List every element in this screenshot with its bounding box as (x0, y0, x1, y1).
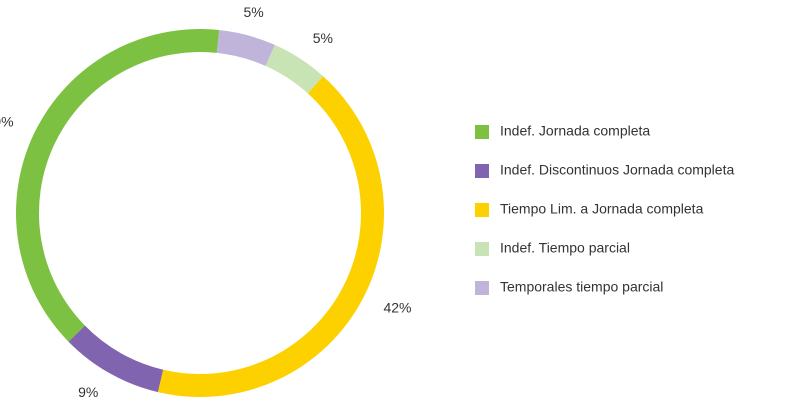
legend-swatch (475, 125, 489, 139)
legend-label: Indef. Jornada completa (500, 123, 650, 139)
legend-swatch (475, 281, 489, 295)
legend-swatch (475, 164, 489, 178)
legend-swatch (475, 203, 489, 217)
data-label: 5% (243, 4, 263, 20)
legend-label: Indef. Discontinuos Jornada completa (500, 162, 734, 178)
legend-swatch (475, 242, 489, 256)
donut-segment (15, 28, 220, 342)
donut-segment (157, 76, 385, 398)
donut-segment (265, 44, 324, 94)
legend-label: Indef. Tiempo parcial (500, 240, 630, 256)
data-label: 42% (383, 300, 411, 316)
data-label: 9% (78, 384, 98, 400)
data-label: 39% (0, 114, 14, 130)
donut-segment (68, 325, 164, 393)
legend-label: Temporales tiempo parcial (500, 279, 663, 295)
data-label: 5% (313, 30, 333, 46)
legend-label: Tiempo Lim. a Jornada completa (500, 201, 704, 217)
donut-segment (216, 30, 275, 66)
